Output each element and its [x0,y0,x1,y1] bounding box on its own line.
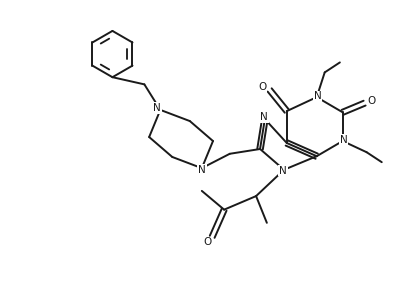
Text: N: N [314,91,321,101]
Text: N: N [279,165,287,175]
Text: N: N [153,103,161,113]
Text: N: N [339,135,347,145]
Text: N: N [198,165,206,175]
Text: O: O [203,237,212,247]
Text: O: O [368,96,376,106]
Text: N: N [260,112,268,122]
Text: O: O [258,82,267,92]
